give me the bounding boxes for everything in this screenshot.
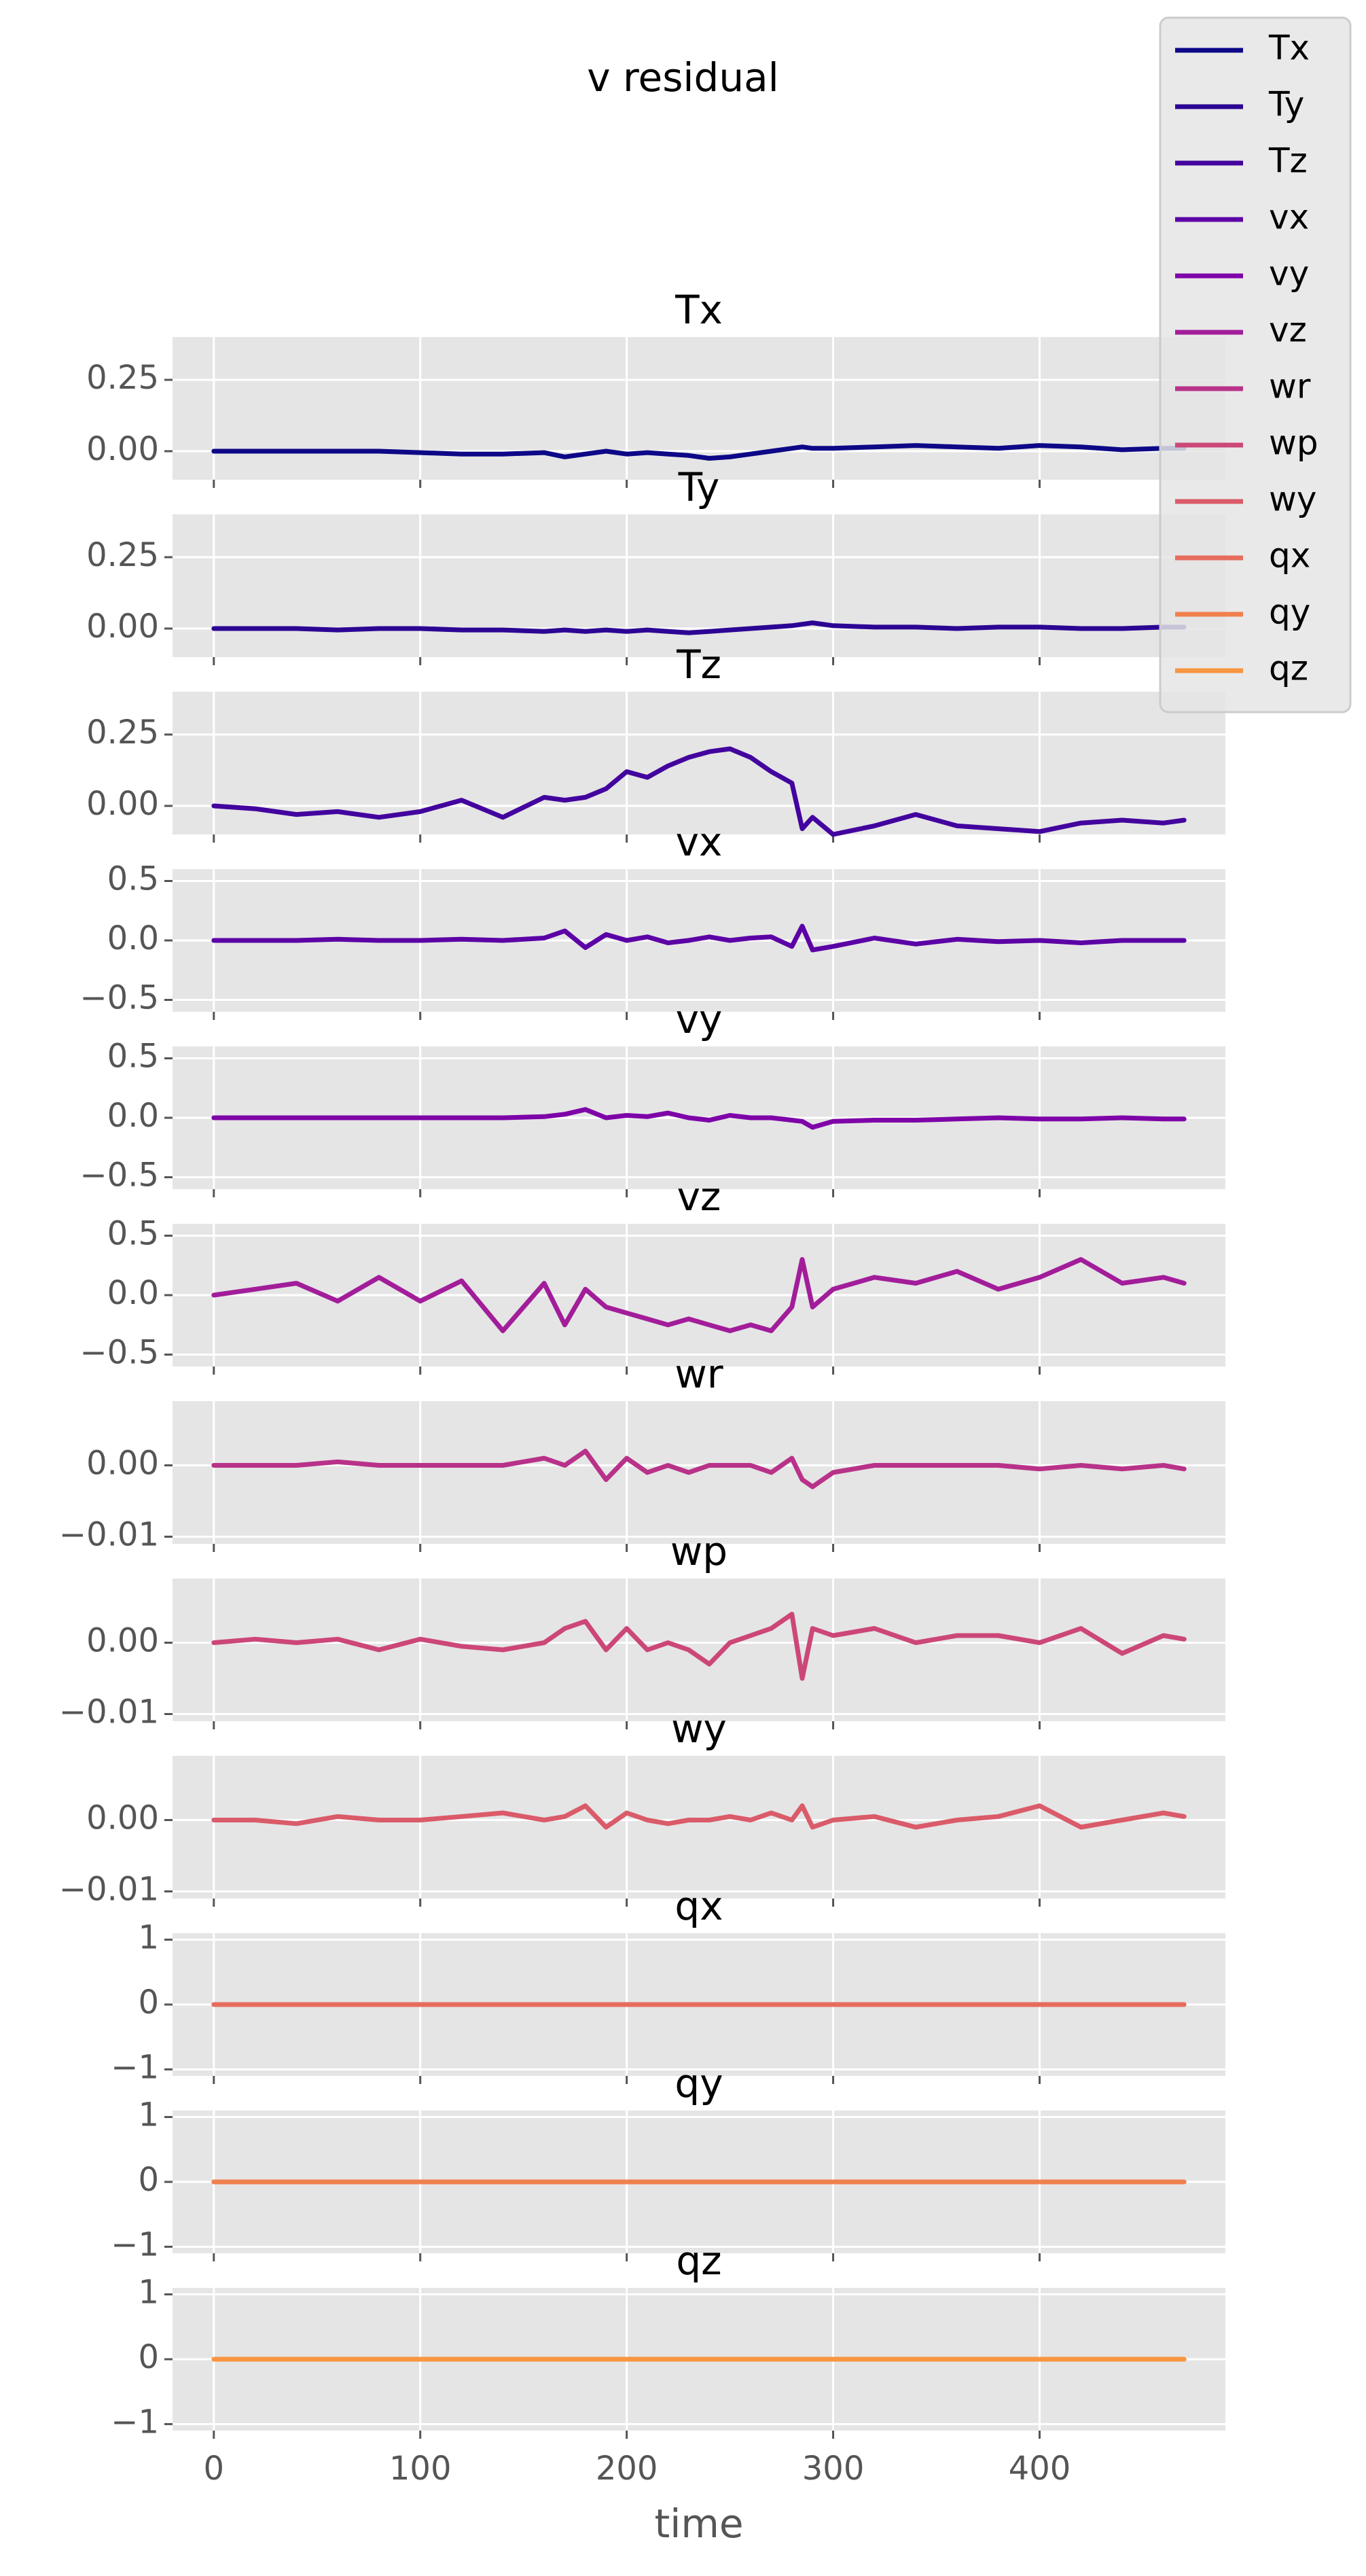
legend-label-wy: wy xyxy=(1269,480,1316,519)
legend-label-tz: Tz xyxy=(1268,141,1308,181)
panel-background-wr xyxy=(173,1401,1225,1544)
legend-label-qz: qz xyxy=(1269,649,1308,688)
y-tick-label: 0.5 xyxy=(107,1038,159,1076)
subplot-title-qz: qz xyxy=(676,2238,721,2284)
subplot-title-wy: wy xyxy=(671,1706,727,1752)
y-tick-label: −0.5 xyxy=(79,1334,159,1372)
y-tick-label: 0.0 xyxy=(107,1097,159,1135)
y-tick-label: 0.25 xyxy=(86,359,159,397)
y-tick-label: 0.00 xyxy=(86,607,159,646)
series-line-vy xyxy=(211,1107,1187,1130)
y-tick-label: 0 xyxy=(138,2338,159,2376)
legend-label-wp: wp xyxy=(1269,423,1318,463)
series-line-tz xyxy=(211,746,1187,837)
y-tick-label: 0 xyxy=(138,2161,159,2199)
y-tick-label: −0.01 xyxy=(59,1871,159,1909)
x-tick-label: 400 xyxy=(1009,2450,1071,2488)
subplot-title-vz: vz xyxy=(677,1174,721,1220)
x-axis-label: time xyxy=(654,2501,744,2547)
x-tick-label: 200 xyxy=(596,2450,658,2488)
y-tick-label: −0.01 xyxy=(59,1693,159,1731)
legend-label-tx: Tx xyxy=(1268,29,1310,68)
x-tick-label: 300 xyxy=(802,2450,865,2488)
y-tick-label: 0.00 xyxy=(86,1799,159,1837)
series-line-wr xyxy=(211,1449,1187,1489)
y-tick-label: 1 xyxy=(138,2274,159,2312)
y-tick-label: 0.00 xyxy=(86,430,159,468)
series-line-tx xyxy=(211,443,1187,461)
y-tick-label: 0.0 xyxy=(107,919,159,957)
y-tick-label: 0.0 xyxy=(107,1274,159,1312)
panel-background-ty xyxy=(173,514,1225,657)
subplot-title-qy: qy xyxy=(675,2060,723,2106)
subplot-title-tz: Tz xyxy=(676,641,721,688)
series-line-ty xyxy=(211,620,1187,635)
subplot-title-wr: wr xyxy=(675,1351,723,1397)
series-line-vz xyxy=(211,1257,1187,1333)
y-tick-label: −0.5 xyxy=(79,1157,159,1195)
series-line-wy xyxy=(211,1803,1187,1830)
legend-label-vz: vz xyxy=(1269,311,1307,350)
legend-label-qx: qx xyxy=(1269,536,1310,576)
legend-box xyxy=(1159,16,1352,713)
y-tick-label: 0.00 xyxy=(86,785,159,823)
y-tick-label: 1 xyxy=(138,2096,159,2134)
y-tick-label: −1 xyxy=(111,2225,159,2263)
figure-suptitle: v residual xyxy=(587,54,779,101)
panel-background-wp xyxy=(173,1578,1225,1721)
y-tick-label: 0.5 xyxy=(107,1215,159,1253)
x-tick-label: 0 xyxy=(204,2450,225,2488)
y-tick-label: 0.25 xyxy=(86,536,159,574)
subplot-title-vy: vy xyxy=(676,996,723,1042)
subplot-title-ty: Ty xyxy=(678,464,720,510)
series-line-wp xyxy=(211,1612,1187,1681)
subplot-title-wp: wp xyxy=(670,1528,727,1574)
x-tick-label: 100 xyxy=(389,2450,452,2488)
y-tick-label: −1 xyxy=(111,2048,159,2086)
y-tick-label: 1 xyxy=(138,1919,159,1957)
subplot-title-vx: vx xyxy=(676,819,723,865)
y-tick-label: −1 xyxy=(111,2403,159,2441)
legend-label-vy: vy xyxy=(1269,254,1309,294)
y-tick-label: 0.5 xyxy=(107,860,159,898)
panel-background-wy xyxy=(173,1756,1225,1899)
y-tick-label: 0.00 xyxy=(86,1445,159,1483)
y-tick-label: −0.5 xyxy=(79,979,159,1017)
series-line-vx xyxy=(211,923,1187,953)
legend-label-qy: qy xyxy=(1269,593,1310,632)
y-tick-label: 0.25 xyxy=(86,713,159,752)
y-tick-label: 0 xyxy=(138,1983,159,2022)
legend-label-ty: Ty xyxy=(1268,85,1304,124)
subplot-title-tx: Tx xyxy=(675,287,723,333)
y-tick-label: 0.00 xyxy=(86,1622,159,1660)
subplot-title-qx: qx xyxy=(675,1883,723,1929)
legend-label-wr: wr xyxy=(1269,367,1311,406)
legend-label-vx: vx xyxy=(1269,198,1309,237)
y-tick-label: −0.01 xyxy=(59,1516,159,1554)
